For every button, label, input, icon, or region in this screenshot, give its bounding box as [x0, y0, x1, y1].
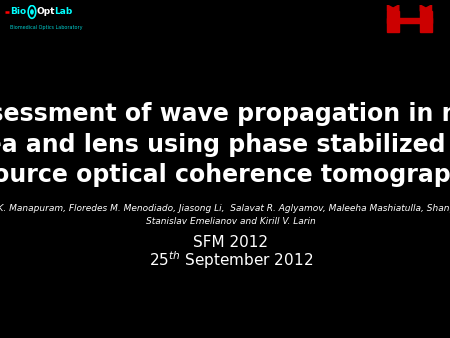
Text: Bio: Bio	[10, 7, 26, 17]
Bar	[387, 11, 399, 32]
Text: Lab: Lab	[54, 7, 72, 17]
Polygon shape	[387, 5, 399, 11]
Text: Stanislav Emelianov and Kirill V. Larin: Stanislav Emelianov and Kirill V. Larin	[146, 217, 315, 226]
Polygon shape	[420, 5, 432, 11]
Bar	[420, 11, 432, 32]
Text: $25^{th}$ September 2012: $25^{th}$ September 2012	[148, 250, 313, 271]
Circle shape	[31, 10, 33, 14]
Text: Biomedical Optics Laboratory: Biomedical Optics Laboratory	[10, 25, 82, 30]
Text: SFM 2012: SFM 2012	[193, 235, 268, 250]
Text: Opt: Opt	[36, 7, 55, 17]
Text: Ravi K. Manapuram, Floredes M. Menodiado, Jiasong Li,  Salavat R. Aglyamov, Male: Ravi K. Manapuram, Floredes M. Menodiado…	[0, 204, 450, 213]
Bar	[387, 18, 432, 23]
Text: Assessment of wave propagation in mice
cornea and lens using phase stabilized sw: Assessment of wave propagation in mice c…	[0, 102, 450, 187]
